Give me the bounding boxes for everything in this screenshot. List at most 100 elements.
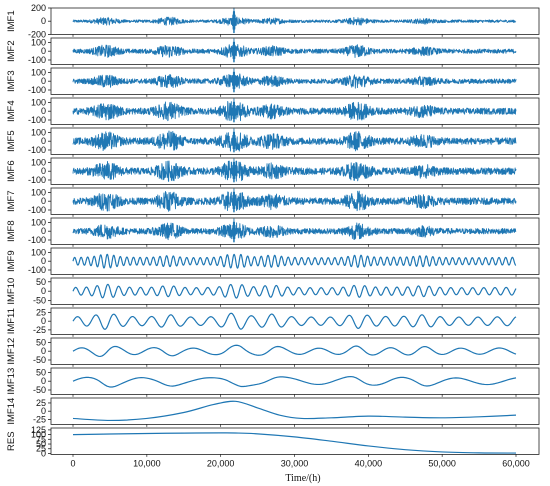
x-tick-label: 30,000 — [281, 458, 309, 468]
y-tick-label: 0 — [41, 346, 46, 356]
y-tick-label: -100 — [28, 235, 46, 245]
y-tick-label: -50 — [33, 385, 46, 395]
y-tick-label: 50 — [36, 277, 46, 287]
panel-label-imf1: IMF1 — [6, 10, 17, 32]
series-line-imf5 — [72, 128, 517, 153]
series-line-imf14 — [72, 400, 517, 422]
y-tick-label: -100 — [28, 115, 46, 125]
y-tick-label: 0 — [41, 106, 46, 116]
y-tick-label: 0 — [41, 448, 46, 458]
x-tick-label: 50,000 — [428, 458, 456, 468]
panel-label-imf2: IMF2 — [6, 40, 17, 62]
y-tick-label: 0 — [41, 376, 46, 386]
series-line-imf10 — [72, 283, 517, 299]
y-tick-label: 0 — [41, 256, 46, 266]
panel-label-imf12: IMF12 — [6, 338, 17, 365]
series-line-imf2 — [72, 38, 517, 63]
y-tick-label: 100 — [31, 67, 46, 77]
series-line-imf12 — [72, 344, 517, 358]
y-tick-label: 100 — [31, 127, 46, 137]
panel-frame — [50, 337, 540, 365]
panel-label-imf11: IMF11 — [6, 308, 17, 334]
y-tick-label: 0 — [41, 196, 46, 206]
series-line-imf13 — [72, 375, 517, 388]
panel-imf1: -200 0 200 IMF1 — [6, 3, 540, 39]
panel-label-imf4: IMF4 — [6, 100, 17, 122]
panel-label-imf9: IMF9 — [6, 250, 17, 272]
y-tick-label: 25 — [36, 444, 46, 454]
y-tick-label: -100 — [28, 205, 46, 215]
y-tick-label: -25 — [33, 325, 46, 335]
y-tick-label: 75 — [36, 434, 46, 444]
y-tick-label: 100 — [31, 37, 46, 47]
panels: -2000200IMF1-1000100IMF2-1000100IMF3-100… — [6, 3, 540, 458]
y-tick-label: -100 — [28, 265, 46, 275]
series-line-res — [72, 432, 517, 454]
panel-label-imf13: IMF13 — [6, 368, 17, 395]
y-tick-label: -100 — [28, 145, 46, 155]
y-tick-label: 100 — [31, 157, 46, 167]
y-tick-label: 25 — [36, 398, 46, 408]
y-tick-label: 0 — [41, 316, 46, 326]
y-tick-label: -100 — [28, 55, 46, 65]
x-tick-label: 60,000 — [502, 458, 530, 468]
series-line-imf1 — [72, 7, 517, 34]
y-tick-label: 100 — [31, 217, 46, 227]
series-line-imf7 — [72, 188, 517, 213]
y-tick-label: 200 — [31, 3, 46, 13]
panel-label-imf3: IMF3 — [6, 70, 17, 92]
y-tick-label: 50 — [36, 337, 46, 347]
panel-frame — [50, 367, 540, 395]
y-tick-label: 0 — [41, 166, 46, 176]
x-tick-label: 10,000 — [133, 458, 161, 468]
y-tick-label: -50 — [33, 355, 46, 365]
panel-frame — [50, 247, 540, 275]
y-tick-label: -200 — [28, 29, 46, 39]
x-axis: 0 10,000 20,000 30,000 40,000 50,000 60,000 — [70, 458, 529, 468]
y-tick-label: 50 — [36, 439, 46, 449]
series-line-imf9 — [72, 253, 517, 269]
series-line-imf11 — [72, 312, 517, 330]
panel-label-imf5: IMF5 — [6, 130, 17, 152]
series-line-imf8 — [72, 218, 517, 243]
panel-frame — [50, 307, 540, 335]
series-line-imf6 — [72, 158, 517, 183]
y-tick-label: -100 — [28, 85, 46, 95]
x-tick-label: 40,000 — [355, 458, 383, 468]
y-tick-label: 100 — [31, 247, 46, 257]
x-axis-title: Time/(h) — [285, 473, 320, 484]
series-line-imf4 — [72, 98, 517, 123]
x-tick-label: 20,000 — [207, 458, 235, 468]
y-tick-label: 0 — [41, 46, 46, 56]
panel-label-imf8: IMF8 — [6, 220, 17, 242]
y-tick-label: 0 — [41, 76, 46, 86]
y-tick-label: 50 — [36, 367, 46, 377]
x-tick-label: 0 — [70, 458, 75, 468]
y-tick-label: 0 — [41, 286, 46, 296]
y-tick-label: 100 — [31, 97, 46, 107]
y-tick-label: 125 — [31, 425, 46, 435]
y-tick-label: 100 — [31, 187, 46, 197]
panel-frame — [50, 427, 540, 455]
panel-label-res: RES — [6, 431, 17, 451]
panel-label-imf7: IMF7 — [6, 190, 17, 212]
y-tick-label: -50 — [33, 296, 46, 306]
y-tick-label: 0 — [41, 406, 46, 416]
panel-frame — [50, 277, 540, 305]
y-tick-label: -25 — [33, 414, 46, 424]
